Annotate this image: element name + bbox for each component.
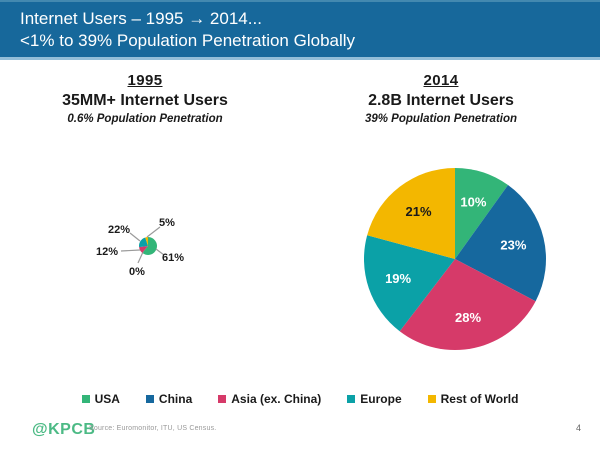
pie-slice-rest-of-world [367,167,455,259]
legend-swatch-europe [347,395,356,403]
pie-label-rest-of-world: 5% [159,217,175,229]
panel-1995-penetration: 0.6% Population Penetration [67,113,223,125]
panel-1995-users: 35MM+ Internet Users [62,92,228,109]
pie-chart-2014: 10% 23% 28% 19% 21% [363,167,547,351]
pie-slice-europe [363,235,455,332]
pie-label-europe: 22% [108,224,130,236]
pie-slice-usa [455,168,509,259]
legend-item-rest-of-world: Rest of World [427,392,519,406]
legend-item-europe: Europe [347,392,402,406]
pie-slice-asia-ex-china [399,259,536,351]
slide-title-line2: <1% to 39% Population Penetration Global… [20,31,356,50]
legend-label: China [158,392,193,406]
source-note: Source: Euromonitor, ITU, US Census. [89,425,217,432]
leader-line-rest-of-world [146,226,161,238]
pie-label-china: 0% [129,266,145,278]
legend-label: Europe [360,392,402,406]
kpcb-logo: @KPCB [32,421,96,438]
leader-line-usa [155,248,165,256]
legend-label: Asia (ex. China) [231,392,322,406]
pie-slice-rest-of-world [145,237,148,246]
legend-swatch-china [145,395,154,403]
legend-swatch-usa [81,395,90,403]
panel-2014: 2014 2.8B Internet Users 39% Population … [306,72,576,125]
pie-label-asia-ex-china: 28% [455,310,481,325]
pie-label-usa: 10% [460,194,486,209]
chart-legend: USA China Asia (ex. China) Europe Rest of Wo… [0,390,600,408]
panel-2014-users: 2.8B Internet Users [368,92,514,109]
panel-2014-year: 2014 [423,72,459,89]
pie-label-usa: 61% [162,252,184,264]
pie-slice-asia-ex-china [139,246,148,253]
pie-chart-1995: 61% 0% 12% 22% 5% [96,217,184,278]
panel-1995-year: 1995 [127,72,163,89]
pie-label-asia-ex-china: 12% [96,246,118,258]
slide-title-line1: Internet Users – 1995 → 2014... [20,9,262,28]
panel-2014-penetration: 39% Population Penetration [364,113,518,125]
pie-label-rest-of-world: 21% [405,204,431,219]
legend-swatch-asia-ex-china [218,395,227,403]
legend-label: USA [94,392,120,406]
legend-swatch-rest-of-world [427,395,436,403]
pie-slice-china [455,185,547,302]
page-number: 4 [575,423,581,433]
leader-line-asia-ex-china [120,249,141,252]
leader-line-china [137,251,144,264]
pie-slice-usa [142,237,158,255]
legend-item-usa: USA [81,392,120,406]
legend-item-asia-ex-china: Asia (ex. China) [218,392,321,406]
pie-slice-europe [138,237,148,248]
leader-line-europe [129,232,141,242]
legend-label: Rest of World [440,392,519,406]
pie-label-china: 23% [500,238,526,253]
title-bar: Internet Users – 1995 → 2014... <1% to 3… [0,0,600,60]
panel-1995: 1995 35MM+ Internet Users 0.6% Populatio… [10,72,280,125]
legend-item-china: China [145,392,193,406]
pie-label-europe: 19% [385,271,411,286]
